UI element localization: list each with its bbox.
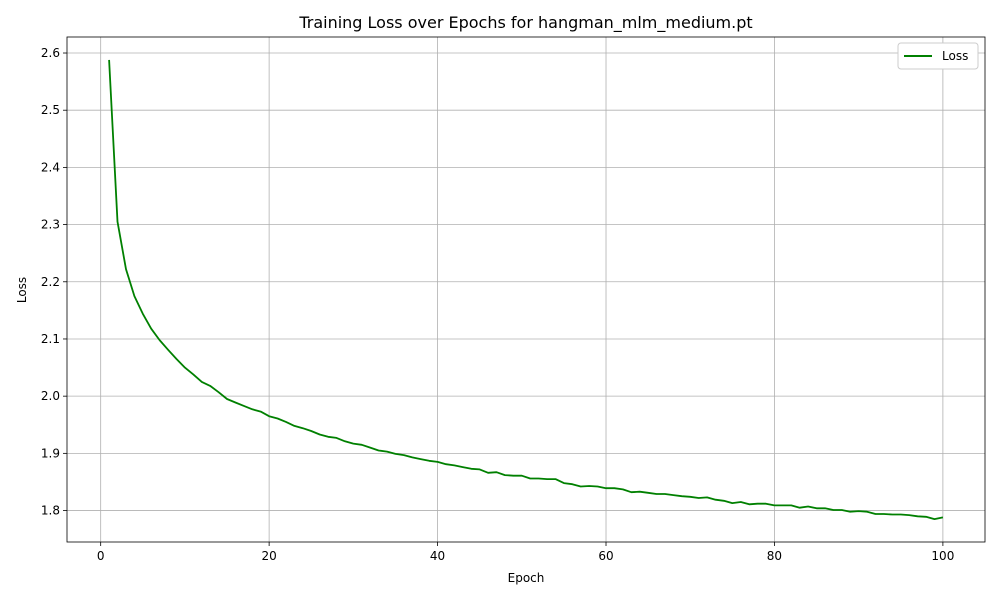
y-tick-label: 2.5 (41, 103, 60, 117)
x-axis-label: Epoch (508, 571, 545, 585)
legend: Loss (897, 42, 979, 70)
x-tick-label: 80 (767, 549, 782, 563)
plot-frame (66, 36, 986, 543)
y-tick-label: 1.9 (41, 446, 60, 460)
loss-line (108, 59, 944, 520)
y-axis-label: Loss (15, 277, 29, 303)
y-tick-label: 2.2 (41, 275, 60, 289)
x-axis-ticks: 0 20 40 60 80 100 (97, 542, 954, 563)
x-tick-label: 0 (97, 549, 105, 563)
y-tick-label: 2.6 (41, 46, 60, 60)
y-tick-label: 1.8 (41, 504, 60, 518)
y-tick-label: 2.0 (41, 389, 60, 403)
y-axis-ticks: 1.8 1.9 2.0 2.1 2.2 2.3 2.4 2.5 2.6 (41, 46, 67, 518)
y-tick-label: 2.4 (41, 160, 60, 174)
x-tick-label: 60 (598, 549, 613, 563)
y-tick-label: 2.1 (41, 332, 60, 346)
grid-lines (67, 37, 985, 542)
x-tick-label: 20 (261, 549, 276, 563)
legend-label-loss: Loss (942, 49, 968, 63)
x-tick-label: 100 (931, 549, 954, 563)
x-tick-label: 40 (430, 549, 445, 563)
series-layer (108, 59, 944, 520)
chart-title: Training Loss over Epochs for hangman_ml… (298, 13, 752, 33)
legend-box (897, 42, 979, 70)
y-tick-label: 2.3 (41, 218, 60, 232)
